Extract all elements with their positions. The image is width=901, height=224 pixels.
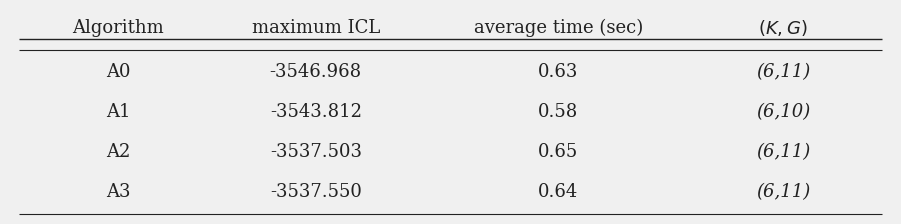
Text: A1: A1: [106, 103, 131, 121]
Text: 0.64: 0.64: [538, 183, 578, 201]
Text: A3: A3: [106, 183, 131, 201]
Text: average time (sec): average time (sec): [474, 19, 643, 37]
Text: A2: A2: [106, 143, 131, 161]
Text: -3543.812: -3543.812: [269, 103, 362, 121]
Text: 0.65: 0.65: [538, 143, 578, 161]
Text: A0: A0: [106, 63, 131, 81]
Text: (6,11): (6,11): [756, 183, 810, 201]
Text: maximum ICL: maximum ICL: [251, 19, 380, 37]
Text: 0.63: 0.63: [538, 63, 578, 81]
Text: -3537.550: -3537.550: [269, 183, 361, 201]
Text: -3537.503: -3537.503: [269, 143, 362, 161]
Text: (6,11): (6,11): [756, 63, 810, 81]
Text: -3546.968: -3546.968: [269, 63, 362, 81]
Text: (6,11): (6,11): [756, 143, 810, 161]
Text: Algorithm: Algorithm: [72, 19, 164, 37]
Text: $(K,G)$: $(K,G)$: [758, 18, 807, 38]
Text: 0.58: 0.58: [538, 103, 578, 121]
Text: (6,10): (6,10): [756, 103, 810, 121]
